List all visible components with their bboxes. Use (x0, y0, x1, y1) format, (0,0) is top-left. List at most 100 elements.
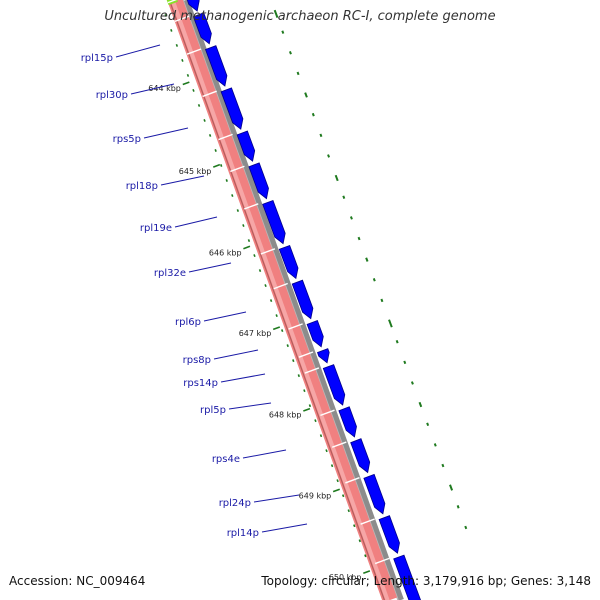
gc-mark (319, 133, 323, 138)
track-separator (360, 518, 375, 525)
ruler-dot (336, 479, 339, 483)
ruler-dot (192, 89, 195, 92)
gc-mark (288, 51, 292, 55)
ruler-dot (308, 404, 312, 408)
ruler-dot (330, 464, 334, 468)
ruler-dot (303, 389, 306, 393)
kbp-tick-mark (182, 81, 190, 86)
track-separator (374, 557, 390, 565)
track-separator (174, 15, 190, 23)
kbp-tick-label: 647 kbp (239, 329, 272, 338)
gc-mark (304, 92, 308, 98)
gene-label-leader (261, 523, 308, 533)
kbp-tick-label: 646 kbp (209, 248, 242, 257)
track-separator (298, 351, 314, 358)
gene-arrow (262, 199, 286, 245)
track-separator (230, 165, 245, 173)
gc-mark (449, 484, 454, 491)
rrna-track (167, 0, 398, 600)
ruler-dot (203, 119, 206, 122)
gene-label: rpl6p (175, 317, 201, 328)
kbp-ticks: 644 kbp 645 kbp 646 kbp 647 kbp 648 kbp 649 k… (148, 9, 468, 582)
ruler-dot (281, 329, 284, 333)
gene-arrow-partial (393, 554, 421, 600)
gene-label-leader (203, 311, 247, 322)
gene-label: rpl5p (200, 405, 226, 416)
map-title: Uncultured methanogenic archaeon RC-I, c… (104, 9, 496, 24)
gene-label: rpl15p (81, 53, 113, 64)
gene-label: rpl19e (140, 223, 172, 234)
gc-mark (418, 401, 423, 408)
gene-label: rpl14p (227, 528, 259, 539)
ruler-dot (164, 13, 167, 17)
gene-labels: rpl15p rpl30p rps5p rpl18p rpl19e rpl32e rpl6p… (81, 44, 308, 539)
ruler-dot (225, 179, 228, 182)
ruler-dot (353, 524, 356, 528)
gc-mark (342, 195, 346, 199)
genome-summary-text: Topology: circular; Length: 3,179,916 bp… (261, 574, 591, 588)
gc-mark (349, 216, 353, 220)
gc-mark (433, 443, 437, 447)
ruler-dot (231, 194, 234, 197)
gc-mark (410, 381, 414, 385)
ruler-dot (347, 509, 350, 513)
gene-arrow (316, 348, 330, 364)
gc-mark (273, 9, 279, 18)
kbp-tick-mark (332, 488, 340, 493)
kbp-tick-mark (303, 407, 311, 412)
ruler-dot (314, 419, 317, 423)
gene-label-leader (174, 216, 218, 228)
genome-tracks (166, 0, 404, 600)
ruler-dot (275, 314, 278, 318)
gene-label: rpl32e (154, 268, 186, 279)
gc-mark (395, 339, 399, 344)
track-separator (331, 441, 347, 448)
gene-arrow (236, 130, 256, 162)
kbp-tick-label: 645 kbp (179, 167, 212, 176)
gene-label-leader (130, 83, 175, 95)
kbp-tick-label: 649 kbp (299, 491, 332, 500)
gc-mark (334, 174, 339, 182)
track-separator (167, 0, 178, 4)
track-separator (260, 248, 276, 255)
gc-mark (464, 525, 468, 530)
ruler-dot (186, 73, 190, 77)
gene-arrow (220, 87, 244, 130)
backbone-line (183, 0, 404, 600)
track-separator (304, 367, 320, 374)
gc-mark (296, 71, 300, 76)
gene-label: rps14p (183, 378, 218, 389)
ruler-dot (319, 434, 323, 438)
gc-mark (372, 278, 376, 282)
gene-label-leader (213, 349, 259, 360)
gene-label-leader (115, 44, 161, 58)
kbp-tick-label: 644 kbp (148, 84, 181, 93)
gc-mark (281, 30, 285, 34)
gene-label-leader (253, 494, 300, 503)
track-separator (186, 48, 202, 55)
ruler-dot (297, 374, 301, 378)
gene-label-leader (242, 449, 287, 459)
track-separator (345, 477, 360, 484)
kbp-tick-mark (272, 326, 281, 331)
gene-label-leader (188, 262, 232, 273)
accession-text: Accession: NC_009464 (9, 574, 146, 588)
ruler-dot (175, 43, 179, 47)
ruler-dot (214, 149, 217, 152)
gc-mark (327, 154, 331, 158)
gene-arrow (192, 12, 212, 45)
ruler-dot (292, 359, 295, 363)
ruler-dot (269, 299, 273, 303)
kbp-tick-mark (363, 570, 371, 575)
gc-mark (456, 505, 460, 509)
gene-arrow (204, 45, 228, 87)
ruler-dot (242, 224, 245, 227)
track-separator (218, 133, 233, 141)
gene-arrow (338, 406, 357, 438)
gene-arrow (350, 438, 371, 474)
gc-mark (388, 319, 393, 328)
ruler-dot (258, 269, 262, 273)
track-separator (202, 90, 217, 98)
ruler-dot (170, 28, 173, 32)
